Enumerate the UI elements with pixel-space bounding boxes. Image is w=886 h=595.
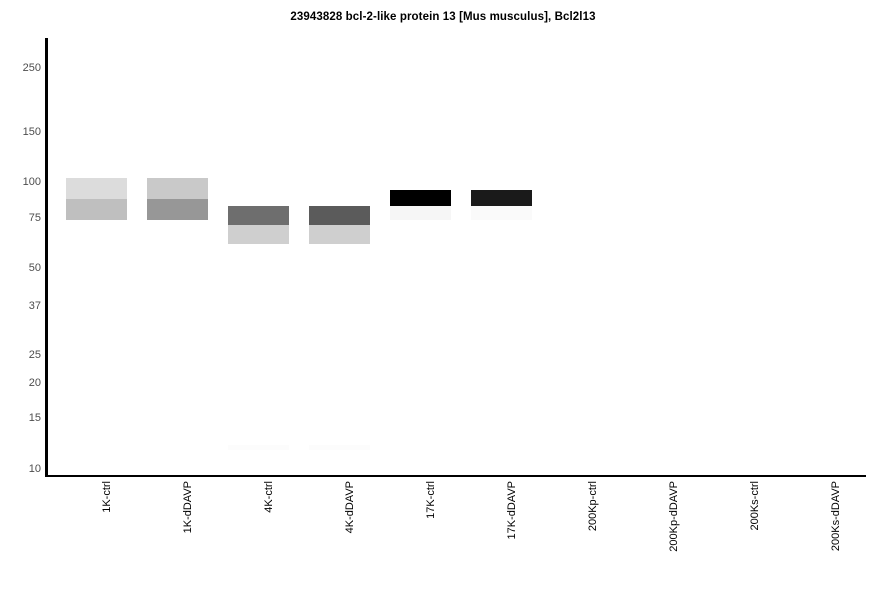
y-axis-tick-label: 50 [28,262,41,275]
gel-band-segment [147,177,208,199]
y-axis-tick-label: 150 [22,125,41,138]
gel-band-faint [309,444,370,450]
y-axis-tick-label: 250 [22,62,41,75]
y-axis-tick-label: 10 [28,462,41,475]
x-axis-tick-label: 17K-dDAVP [505,481,518,540]
gel-band-segment [309,205,370,226]
gel-lane [309,38,370,475]
x-axis-tick-label: 17K-ctrl [424,481,437,519]
gel-band-segment [309,225,370,245]
y-axis-line [45,38,48,477]
x-axis-tick-label: 200Ks-ctrl [748,481,761,531]
y-axis-tick-label: 20 [28,376,41,389]
gel-band-segment [390,205,451,221]
plot-area [47,38,866,475]
gel-lane [471,38,532,475]
x-axis-tick-label: 4K-ctrl [262,481,275,513]
gel-lane [147,38,208,475]
page-title: 23943828 bcl-2-like protein 13 [Mus musc… [290,11,596,23]
gel-band-segment [471,190,532,206]
y-axis-tick-label: 100 [22,176,41,189]
x-axis-line [45,474,866,477]
y-axis-tick-label: 37 [28,299,41,312]
gel-band-segment [471,205,532,221]
gel-lane [66,38,127,475]
gel-band-segment [228,225,289,245]
gel-band-segment [66,198,127,221]
gel-band-segment [390,190,451,206]
gel-lane [714,38,775,475]
gel-band-segment [147,198,208,221]
gel-band-segment [66,177,127,199]
gel-lane [228,38,289,475]
x-axis-tick-label: 200Kp-ctrl [586,481,599,532]
x-axis-tick-label: 4K-dDAVP [343,481,356,534]
x-axis-tick-label: 200Ks-dDAVP [829,481,842,552]
y-axis-tick-label: 75 [28,212,41,225]
x-axis-tick-label: 1K-ctrl [100,481,113,513]
x-axis-tick-label: 1K-dDAVP [181,481,194,534]
y-axis-tick-labels: 250 150 100 75 50 37 25 20 15 10 [0,0,41,595]
y-axis-tick-label: 15 [28,412,41,425]
gel-band-segment [228,205,289,226]
gel-lane [552,38,613,475]
gel-lane [795,38,856,475]
gel-band-faint [228,444,289,450]
x-axis-tick-label: 200Kp-dDAVP [667,481,680,552]
gel-lane [633,38,694,475]
y-axis-tick-label: 25 [28,348,41,361]
gel-lane [390,38,451,475]
